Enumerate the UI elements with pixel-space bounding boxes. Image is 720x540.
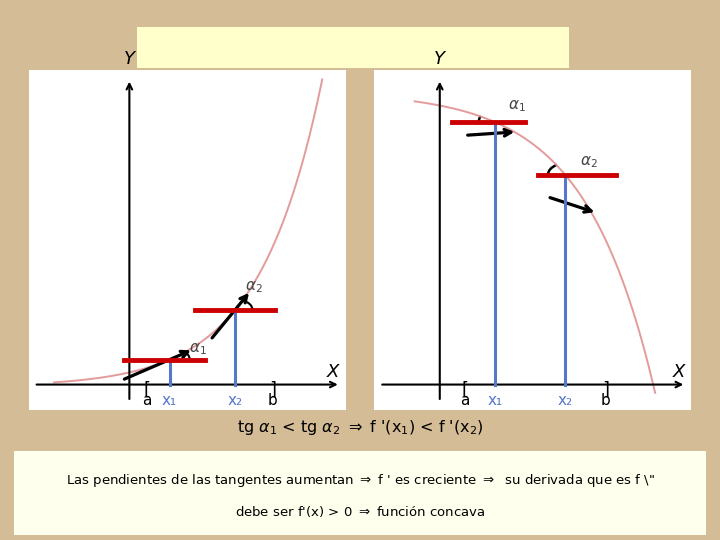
Text: $\alpha_1$: $\alpha_1$	[189, 341, 207, 356]
Text: Derivadas y curvatura: concavidad: Derivadas y curvatura: concavidad	[195, 38, 510, 56]
Text: tg $\alpha_1$ < tg $\alpha_2$ $\Rightarrow$ f '(x$_1$) < f '(x$_2$): tg $\alpha_1$ < tg $\alpha_2$ $\Rightarr…	[237, 418, 483, 437]
Text: X: X	[327, 363, 339, 381]
Text: x₂: x₂	[558, 393, 573, 408]
Text: x₂: x₂	[228, 393, 243, 408]
Text: ]: ]	[269, 381, 276, 399]
Text: a: a	[143, 393, 152, 408]
Text: ]: ]	[602, 381, 609, 399]
Text: x₁: x₁	[487, 393, 503, 408]
Text: [: [	[143, 381, 150, 399]
Text: $\alpha_1$: $\alpha_1$	[508, 98, 526, 114]
Text: Y: Y	[124, 50, 135, 68]
Text: $\alpha_2$: $\alpha_2$	[580, 154, 598, 171]
Text: $\alpha_2$: $\alpha_2$	[245, 280, 263, 295]
Text: Las pendientes de las tangentes aumentan $\Rightarrow$ f ' es creciente $\Righta: Las pendientes de las tangentes aumentan…	[66, 472, 654, 489]
Text: [: [	[462, 381, 469, 399]
Text: b: b	[600, 393, 611, 408]
Text: debe ser f'(x) > 0 $\Rightarrow$ función concava: debe ser f'(x) > 0 $\Rightarrow$ función…	[235, 504, 485, 518]
Text: b: b	[268, 393, 278, 408]
Text: x₁: x₁	[162, 393, 177, 408]
Text: Y: Y	[434, 50, 445, 68]
Text: a: a	[460, 393, 469, 408]
Text: X: X	[672, 363, 685, 381]
